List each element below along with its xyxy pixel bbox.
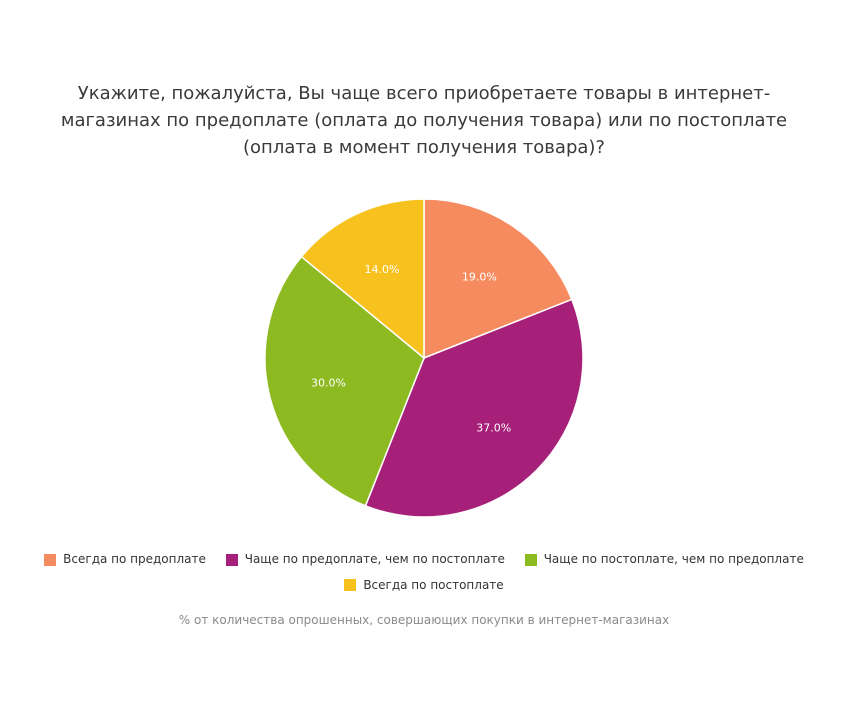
legend: Всегда по предоплате Чаще по предоплате,… [0, 548, 848, 599]
legend-label: Чаще по постоплате, чем по предоплате [543, 552, 804, 566]
pie-slice-2[interactable] [264, 255, 425, 507]
pie-slice-label-2: 30.0% [311, 377, 346, 390]
legend-swatch [225, 553, 238, 566]
footnote: % от количества опрошенных, совершающих … [178, 613, 670, 627]
legend-swatch [524, 553, 537, 566]
legend-label: Всегда по предоплате [63, 552, 206, 566]
legend-item-always-postpay[interactable]: Всегда по постоплате [344, 574, 504, 597]
legend-item-always-prepay[interactable]: Всегда по предоплате [44, 548, 206, 571]
legend-row-2: Всегда по постоплате [0, 574, 848, 600]
legend-swatch [44, 553, 57, 566]
pie-slice-label-1: 37.0% [476, 422, 511, 435]
pie-slice-1[interactable] [364, 298, 584, 518]
legend-swatch [344, 579, 357, 591]
pie-slice-label-3: 14.0% [365, 263, 400, 276]
legend-label: Чаще по предоплате, чем по постоплате [244, 552, 505, 566]
legend-label: Всегда по постоплате [363, 577, 504, 592]
pie-slice-0[interactable] [423, 198, 573, 360]
pie-slice-label-0: 19.0% [462, 270, 497, 283]
chart-title: Укажите, пожалуйста, Вы чаще всего приоб… [60, 83, 788, 158]
pie-slice-3[interactable] [300, 198, 425, 360]
legend-item-mostly-prepay[interactable]: Чаще по предоплате, чем по постоплате [225, 548, 505, 571]
legend-row-1: Всегда по предоплате Чаще по предоплате,… [0, 548, 848, 574]
legend-item-mostly-postpay[interactable]: Чаще по постоплате, чем по предоплате [524, 548, 804, 571]
